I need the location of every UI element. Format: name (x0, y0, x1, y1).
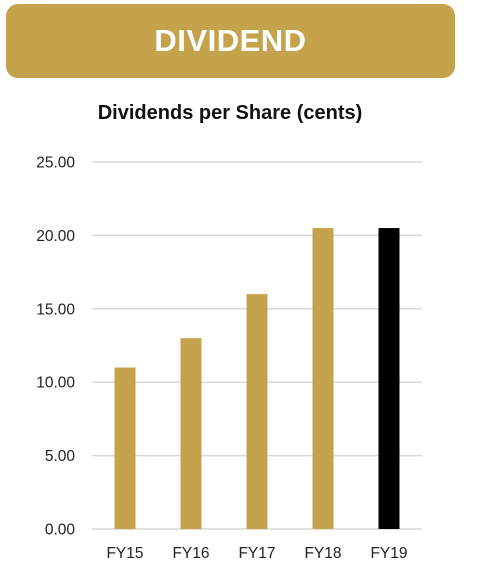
bar-fy19 (378, 228, 400, 529)
banner-title: DIVIDEND (154, 23, 307, 58)
x-tick-label: FY16 (172, 545, 209, 562)
y-tick-label: 20.00 (36, 228, 75, 245)
dividend-banner: DIVIDEND (6, 4, 455, 78)
y-tick-label: 0.00 (45, 522, 76, 539)
y-tick-label: 5.00 (45, 448, 76, 465)
bars (114, 228, 400, 529)
bar-fy18 (312, 228, 334, 529)
y-tick-label: 25.00 (36, 155, 75, 172)
y-tick-label: 10.00 (36, 375, 75, 392)
x-tick-label: FY18 (304, 545, 341, 562)
chart-title: Dividends per Share (cents) (97, 102, 363, 124)
x-tick-label: FY19 (370, 545, 407, 562)
x-tick-label: FY15 (106, 545, 143, 562)
bar-fy16 (180, 338, 202, 529)
x-tick-label: FY17 (238, 545, 275, 562)
bar-fy15 (114, 367, 136, 529)
y-tick-label: 15.00 (36, 301, 75, 318)
y-axis-tick-labels: 0.00 5.00 10.00 15.00 20.00 25.00 (36, 155, 75, 539)
x-axis-tick-labels: FY15 FY16 FY17 FY18 FY19 (106, 545, 407, 562)
bar-fy17 (246, 294, 268, 529)
